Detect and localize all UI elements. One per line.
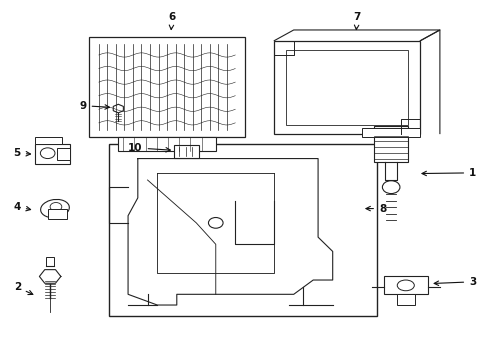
Bar xyxy=(118,137,216,152)
Bar xyxy=(57,148,70,160)
Text: 8: 8 xyxy=(366,203,386,213)
Circle shape xyxy=(40,148,55,158)
Ellipse shape xyxy=(397,280,415,291)
Bar xyxy=(274,41,420,134)
Ellipse shape xyxy=(41,199,70,218)
Bar xyxy=(35,137,62,144)
Text: 10: 10 xyxy=(128,143,171,153)
Bar xyxy=(46,257,54,266)
Text: 6: 6 xyxy=(168,13,175,30)
Text: 9: 9 xyxy=(79,101,109,111)
Bar xyxy=(35,144,70,164)
Bar xyxy=(374,126,408,162)
Bar xyxy=(362,128,420,137)
Text: 7: 7 xyxy=(353,13,361,30)
Text: 1: 1 xyxy=(422,168,476,178)
Bar xyxy=(89,37,245,137)
Polygon shape xyxy=(113,104,123,113)
Text: 3: 3 xyxy=(434,277,476,287)
Bar xyxy=(174,145,199,158)
Text: 4: 4 xyxy=(14,202,30,212)
Bar xyxy=(384,276,428,294)
Circle shape xyxy=(50,203,62,211)
Bar xyxy=(287,50,408,125)
Bar xyxy=(397,294,415,305)
Bar xyxy=(109,144,376,316)
Text: 2: 2 xyxy=(14,282,33,294)
Text: 5: 5 xyxy=(14,148,30,158)
Bar xyxy=(48,209,67,219)
